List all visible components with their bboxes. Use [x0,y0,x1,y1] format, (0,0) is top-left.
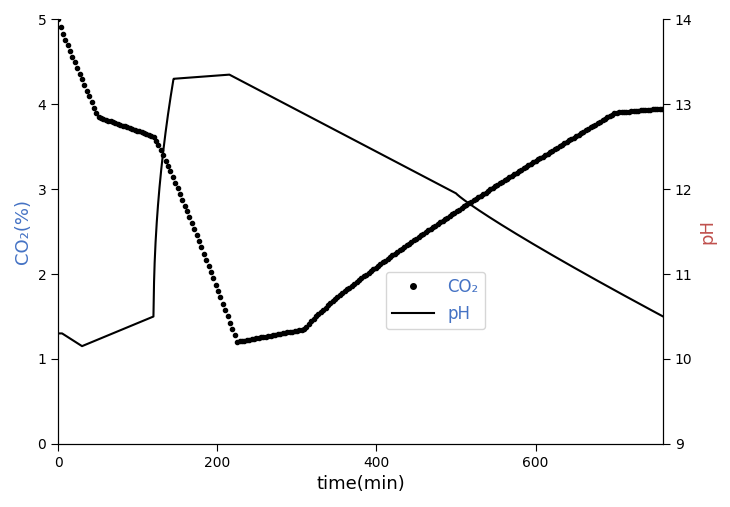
pH [332,128,341,134]
CO₂ [307,318,315,324]
CO₂ [233,339,242,345]
pH [348,136,357,142]
CO₂ [209,275,218,281]
Y-axis label: CO₂(%): CO₂(%) [14,199,32,264]
X-axis label: time(min): time(min) [316,475,405,493]
CO₂ [54,16,63,22]
pH [54,331,63,337]
CO₂ [285,329,294,335]
pH [85,340,93,346]
CO₂ [266,333,275,339]
pH [641,304,650,310]
Line: CO₂: CO₂ [56,17,664,344]
pH [530,242,539,248]
Line: pH: pH [58,75,663,346]
Y-axis label: pH: pH [698,219,716,244]
Legend: CO₂, pH: CO₂, pH [385,272,485,330]
pH [641,304,650,310]
CO₂ [658,105,666,112]
CO₂ [462,202,471,208]
CO₂ [364,270,373,276]
